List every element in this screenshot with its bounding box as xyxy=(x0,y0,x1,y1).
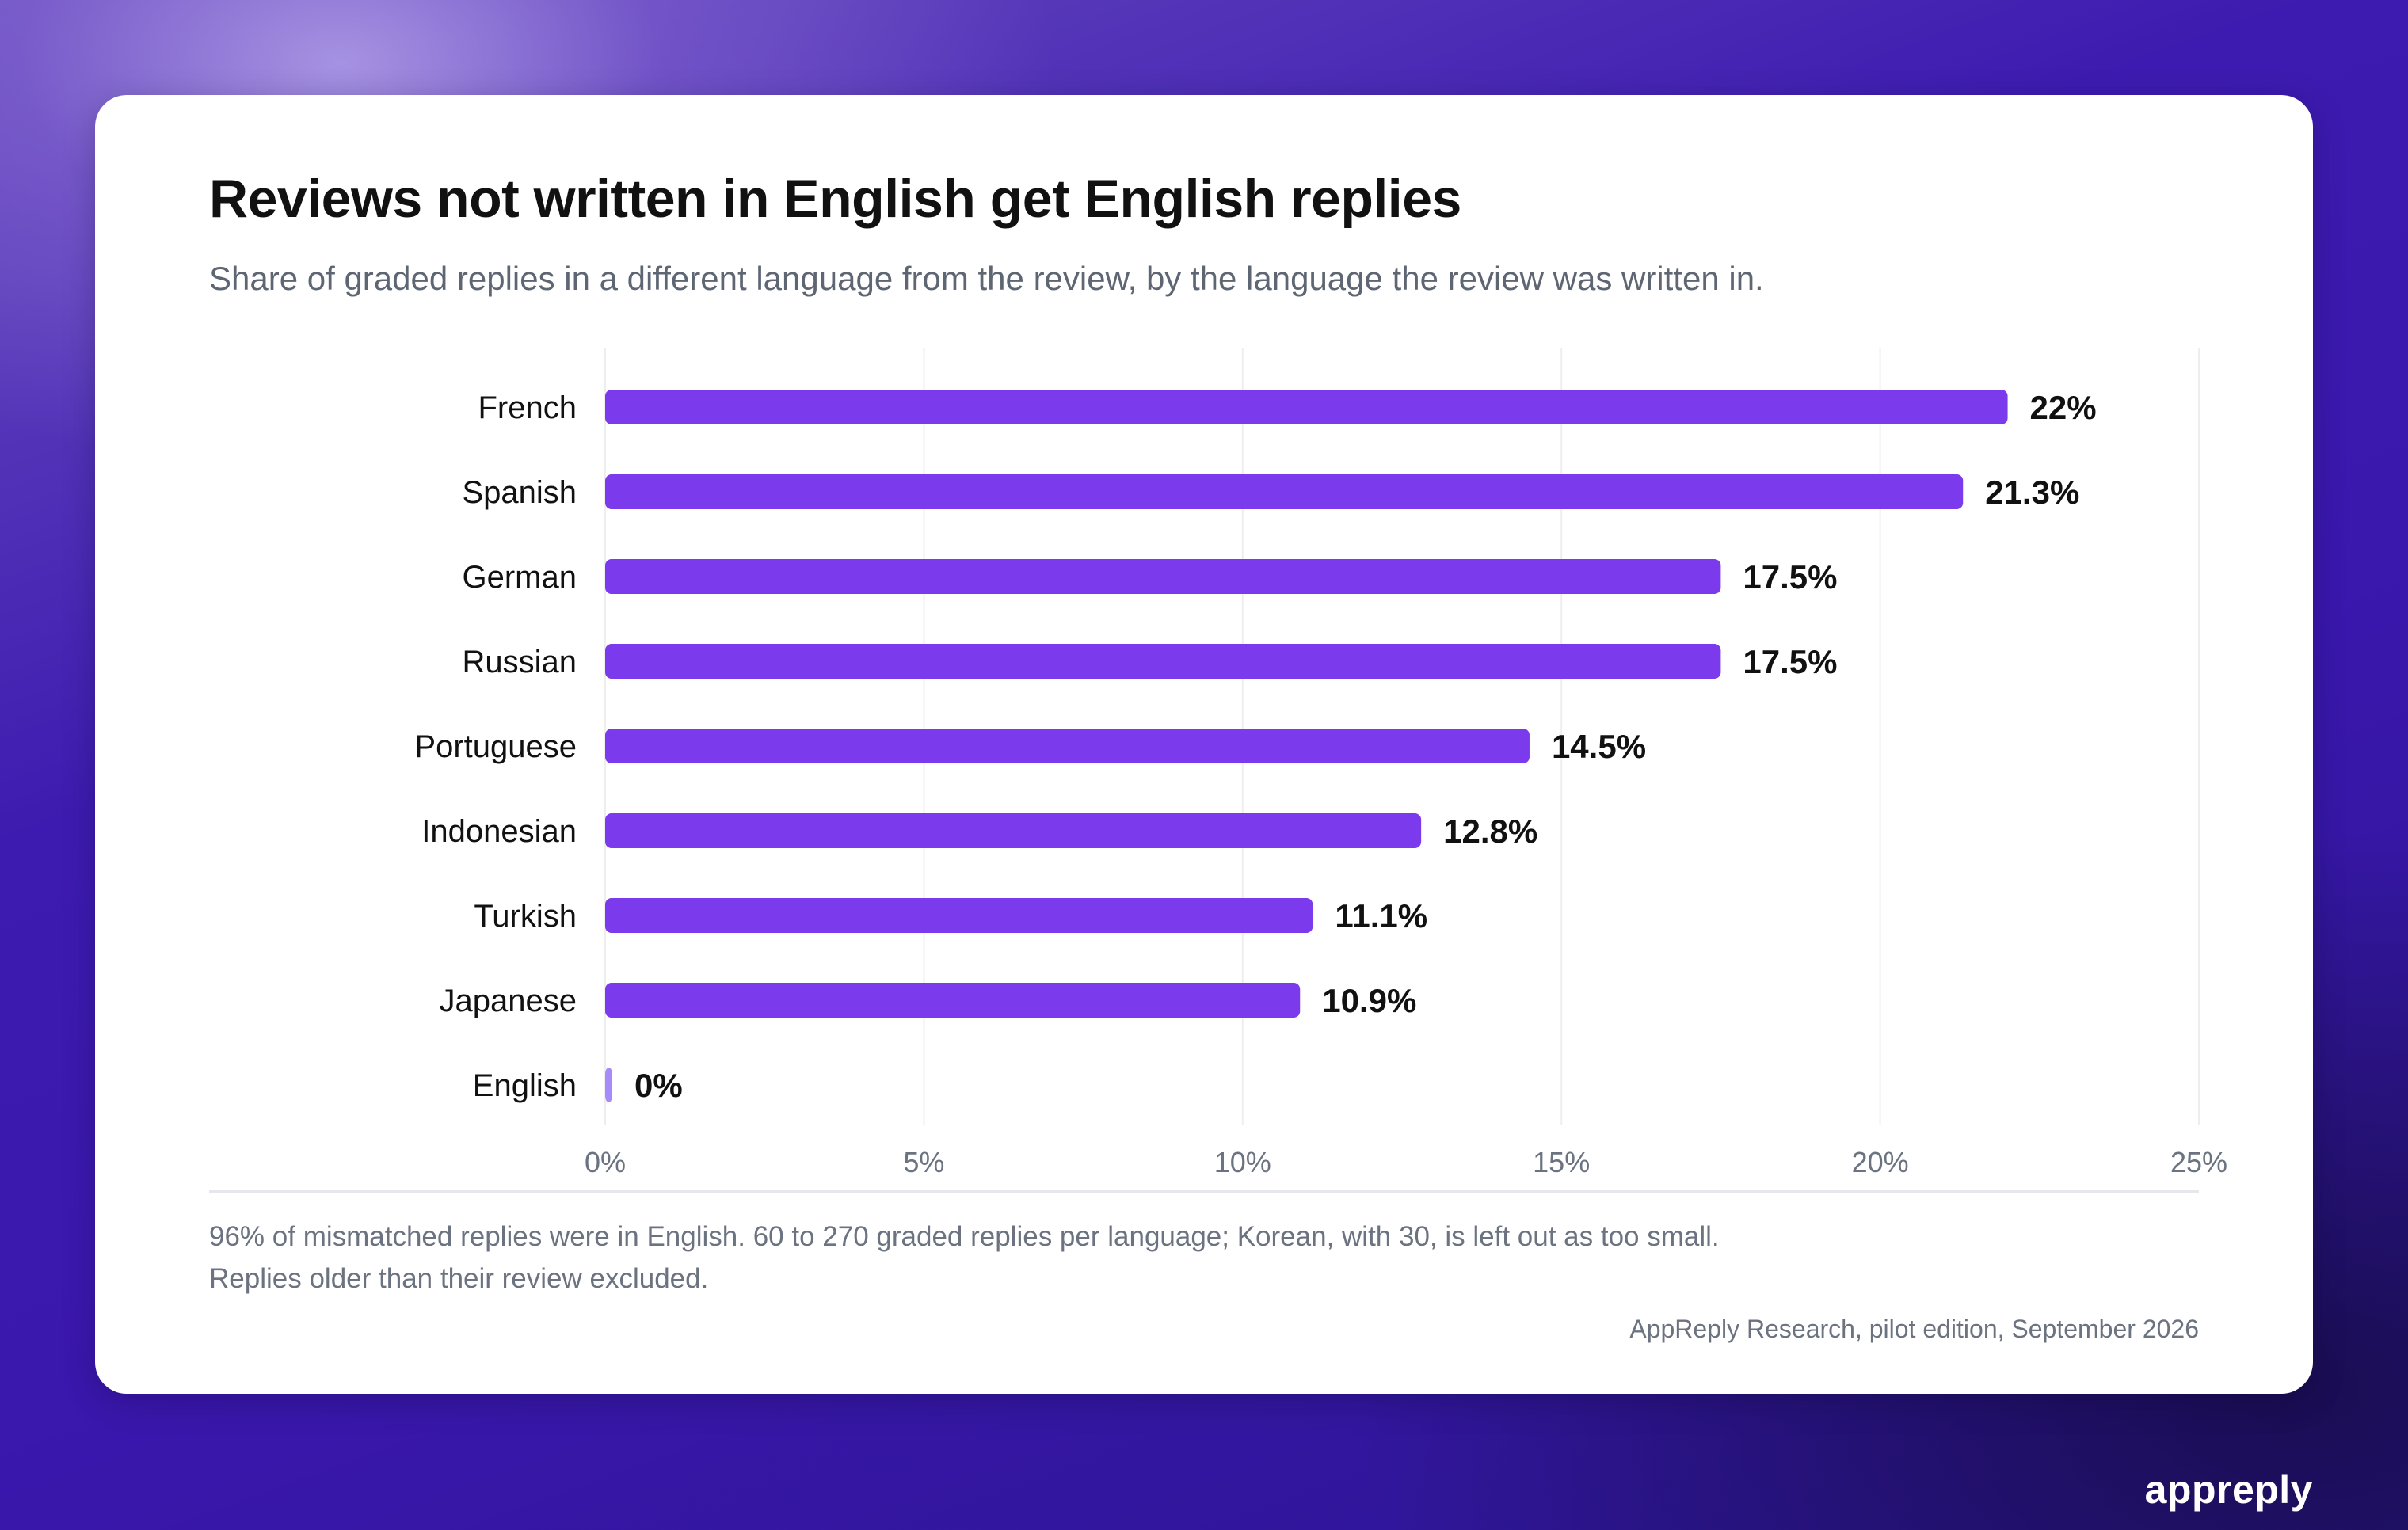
bar-spanish xyxy=(605,474,1964,509)
value-label: 21.3% xyxy=(1985,474,2079,511)
bar-turkish xyxy=(605,898,1313,933)
footer-divider xyxy=(209,1190,2199,1193)
category-label: Indonesian xyxy=(421,814,577,849)
x-tick-label: 20% xyxy=(1852,1146,1909,1178)
chart-title: Reviews not written in English get Engli… xyxy=(209,169,1461,229)
x-tick-label: 15% xyxy=(1533,1146,1590,1178)
value-label: 22% xyxy=(2030,389,2097,426)
x-tick-label: 0% xyxy=(585,1146,626,1178)
bar-french xyxy=(605,390,2008,424)
category-label: Turkish xyxy=(474,899,577,934)
value-label: 17.5% xyxy=(1743,643,1837,680)
value-label: 10.9% xyxy=(1322,982,1416,1019)
category-label: German xyxy=(463,560,577,595)
bar-indonesian xyxy=(605,813,1422,848)
category-label: Portuguese xyxy=(414,729,577,764)
chart-subtitle: Share of graded replies in a different l… xyxy=(209,260,1764,297)
x-tick-label: 10% xyxy=(1214,1146,1271,1178)
bar-japanese xyxy=(605,983,1301,1018)
x-tick-label: 25% xyxy=(2170,1146,2227,1178)
source-credit: AppReply Research, pilot edition, Septem… xyxy=(1629,1315,2199,1343)
category-label: English xyxy=(473,1068,577,1103)
category-label: French xyxy=(478,390,577,425)
category-label: Spanish xyxy=(462,475,577,510)
value-label: 0% xyxy=(634,1067,683,1104)
bar-english xyxy=(605,1068,612,1102)
category-label: Japanese xyxy=(440,984,577,1018)
x-tick-label: 5% xyxy=(903,1146,944,1178)
value-label: 14.5% xyxy=(1552,728,1646,765)
value-label: 17.5% xyxy=(1743,558,1837,596)
brand-logo: appreply xyxy=(2144,1467,2313,1512)
value-label: 11.1% xyxy=(1335,897,1427,934)
bar-german xyxy=(605,559,1721,594)
bar-portuguese xyxy=(605,729,1530,763)
category-label: Russian xyxy=(462,645,577,679)
footnote: 96% of mismatched replies were in Englis… xyxy=(209,1221,1720,1294)
bar-russian xyxy=(605,644,1721,679)
value-label: 12.8% xyxy=(1443,813,1537,850)
